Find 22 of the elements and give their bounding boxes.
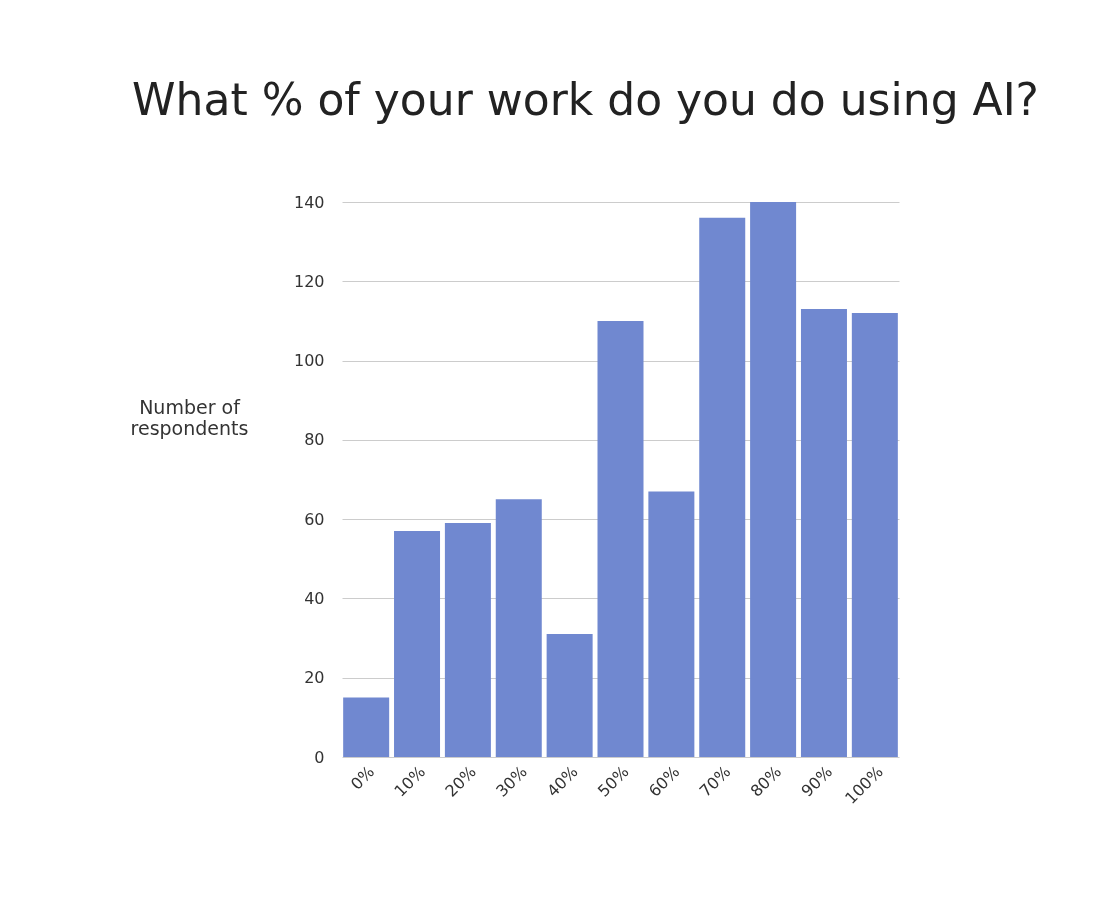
y-tick-label: 120 [293, 271, 325, 291]
y-tick-label: 0 [314, 747, 325, 767]
bar [699, 217, 746, 757]
bar [597, 320, 644, 757]
y-tick-label: 140 [293, 192, 325, 212]
bar [495, 499, 542, 757]
bar [546, 634, 593, 757]
x-tick-label: 0% [346, 762, 379, 794]
bar [800, 309, 847, 757]
y-tick-label: 100 [293, 351, 325, 371]
y-tick-label: 60 [304, 509, 325, 529]
bar [851, 313, 898, 757]
y-tick-label: 80 [304, 430, 325, 450]
chart-title: What % of your work do you do using AI? [132, 74, 1039, 125]
bar [750, 202, 797, 757]
y-axis-title: Number of respondents [130, 395, 249, 439]
bar [343, 697, 390, 757]
y-tick-label: 40 [304, 588, 325, 608]
bar [648, 491, 695, 757]
y-tick-label: 20 [304, 668, 325, 688]
bar [444, 523, 491, 757]
bar [394, 531, 441, 757]
